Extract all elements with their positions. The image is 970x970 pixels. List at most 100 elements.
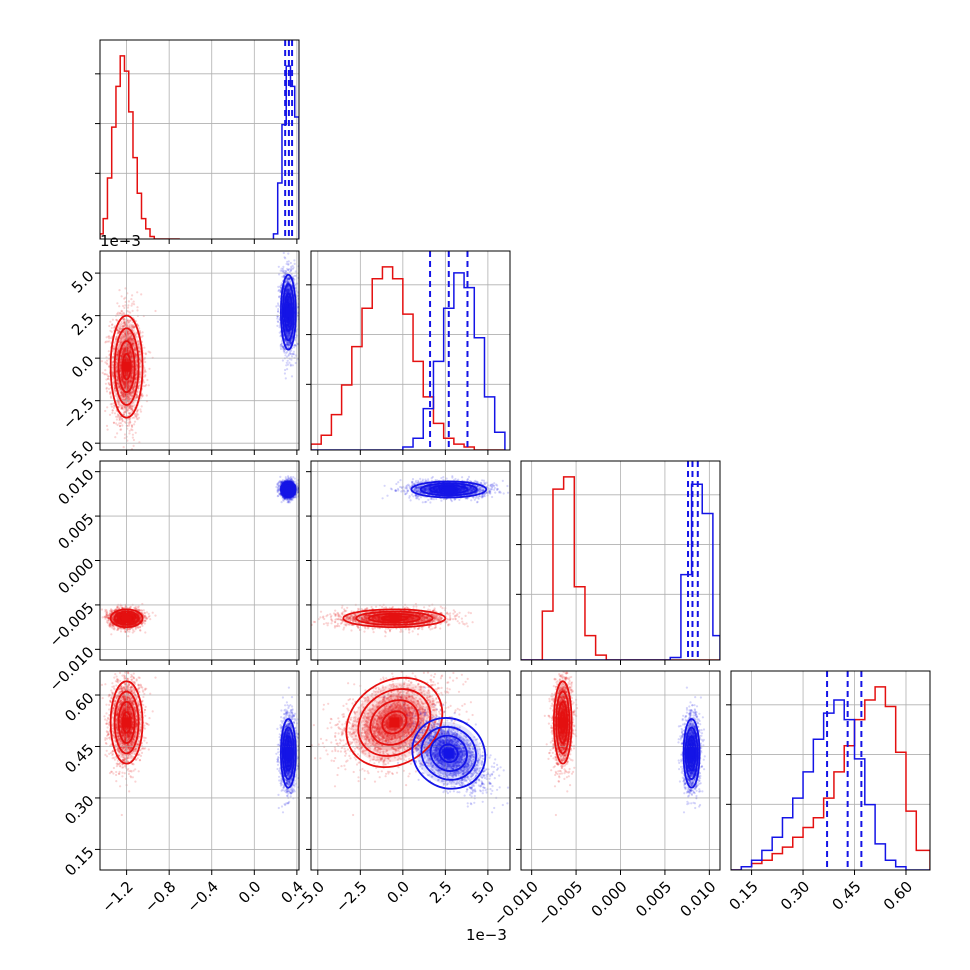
scatter-point <box>144 374 147 377</box>
scatter-point <box>130 407 133 410</box>
scatter-point <box>106 406 109 409</box>
scatter-point <box>123 383 126 386</box>
scatter-point <box>124 323 127 326</box>
scatter-point <box>129 349 132 352</box>
scatter-point <box>127 397 130 400</box>
scatter-point <box>119 311 122 314</box>
scatter-point <box>292 350 295 353</box>
scatter-point <box>120 336 123 339</box>
scatter-point <box>284 354 287 357</box>
scatter-point <box>128 421 132 424</box>
scatter-point <box>135 417 138 420</box>
scatter-point <box>113 412 117 415</box>
scatter-point <box>120 379 123 382</box>
scatter-point <box>285 361 288 364</box>
scatter-point <box>132 385 135 389</box>
scatter-point <box>130 376 133 379</box>
scatter-point <box>108 324 111 328</box>
scatter-point <box>115 422 118 425</box>
scatter-point <box>100 360 104 363</box>
scatter-point <box>140 394 143 397</box>
scatter-point <box>122 395 125 398</box>
scatter-point <box>136 309 139 312</box>
scatter-point <box>138 350 141 353</box>
scatter-point <box>111 368 114 371</box>
scatter-point <box>129 393 132 396</box>
scatter-point <box>107 350 110 353</box>
scatter-point <box>121 352 124 355</box>
scatter-point <box>119 337 122 340</box>
scatter-point <box>127 393 130 396</box>
scatter-point <box>123 325 126 328</box>
scatter-point <box>128 344 131 347</box>
scatter-point <box>129 335 132 338</box>
scatter-point <box>116 377 119 380</box>
scatter-point <box>107 381 110 385</box>
scatter-point <box>281 267 285 270</box>
scatter-point <box>135 412 138 415</box>
scatter-point <box>144 353 147 356</box>
scatter-point <box>123 395 126 398</box>
scatter-point <box>124 406 127 409</box>
scatter-point <box>132 338 135 341</box>
scatter-point <box>119 387 122 390</box>
scatter-point <box>130 371 133 374</box>
scatter-point <box>127 383 130 386</box>
scatter-point <box>278 326 281 329</box>
scatter-point <box>112 421 115 424</box>
scatter-point <box>115 371 118 374</box>
scatter-point <box>130 338 133 341</box>
scatter-point <box>128 347 131 350</box>
scatter-point <box>126 381 130 384</box>
scatter-point <box>131 338 134 341</box>
scatter-point <box>122 405 125 408</box>
scatter-point <box>120 377 123 380</box>
scatter-point <box>138 350 142 353</box>
scatter-point <box>280 343 283 346</box>
scatter-point <box>127 385 130 388</box>
scatter-point <box>141 395 144 398</box>
scatter-point <box>122 319 125 322</box>
scatter-point <box>286 368 289 371</box>
scatter-point <box>123 348 126 351</box>
scatter-point <box>127 421 130 424</box>
scatter-point <box>111 323 114 326</box>
scatter-point <box>120 320 123 323</box>
scatter-point <box>139 373 142 376</box>
scatter-point <box>120 375 123 378</box>
scatter-point <box>115 361 118 364</box>
scatter-point <box>135 394 138 397</box>
scatter-point <box>108 353 111 356</box>
scatter-point <box>122 380 125 383</box>
scatter-point <box>124 335 127 338</box>
scatter-point <box>119 364 122 367</box>
scatter-point <box>145 394 148 397</box>
scatter-point <box>283 372 286 375</box>
scatter-point <box>134 348 137 352</box>
scatter-point <box>130 325 134 328</box>
scatter-point <box>123 411 126 414</box>
scatter-point <box>120 312 123 315</box>
scatter-point <box>122 348 125 351</box>
scatter-point <box>131 309 134 312</box>
scatter-point <box>117 401 121 404</box>
scatter-point <box>120 354 123 357</box>
scatter-point <box>131 302 134 305</box>
scatter-point <box>126 345 129 348</box>
scatter-point <box>135 355 138 358</box>
scatter-point <box>121 335 124 338</box>
scatter-point <box>141 331 144 334</box>
scatter-point <box>139 358 142 361</box>
scatter-point <box>130 335 133 338</box>
scatter-point <box>131 436 134 439</box>
scatter-point <box>291 264 294 267</box>
scatter-point <box>127 380 131 383</box>
scatter-point <box>122 352 125 355</box>
scatter-point <box>130 380 133 383</box>
scatter-point <box>127 337 130 340</box>
scatter-point <box>124 384 127 387</box>
scatter-point <box>131 343 134 346</box>
scatter-point <box>109 320 112 323</box>
scatter-point <box>129 351 132 354</box>
scatter-point <box>111 364 114 367</box>
